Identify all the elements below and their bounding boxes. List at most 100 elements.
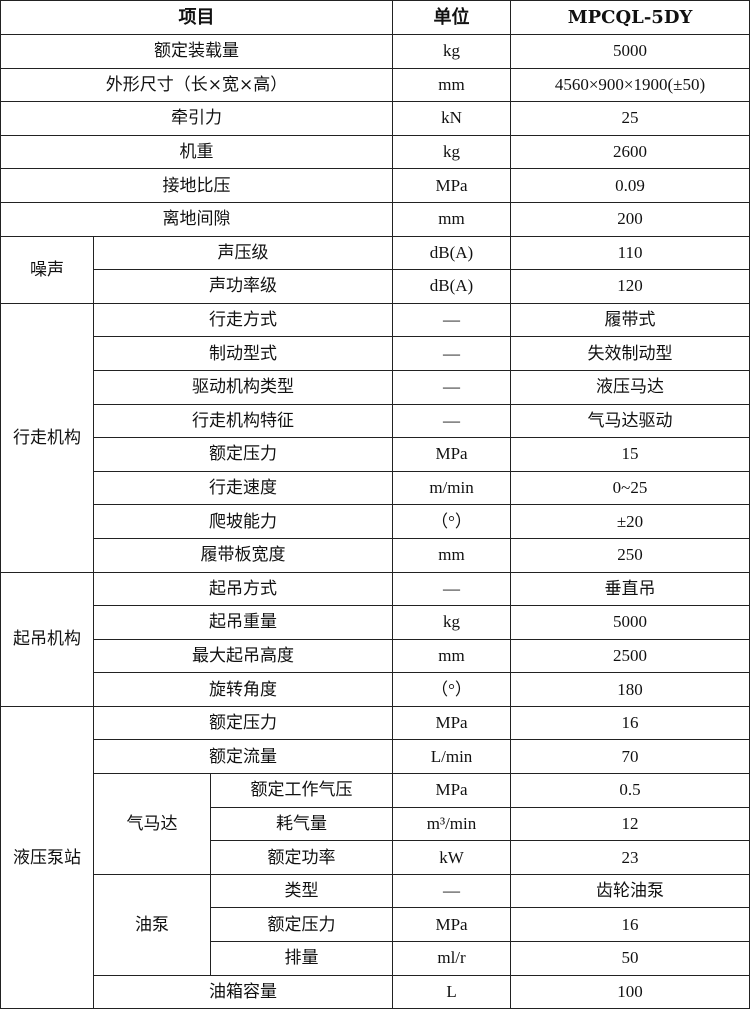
table-row: 额定流量 L/min 70	[1, 739, 750, 775]
item-name: 耗气量	[209, 806, 394, 842]
item-value: 液压马达	[510, 369, 750, 405]
item-unit: dB(A)	[392, 269, 512, 304]
table-row: 最大起吊高度 mm 2500	[1, 638, 750, 674]
item-value: 气马达驱动	[510, 403, 750, 439]
item-unit: ml/r	[392, 941, 512, 976]
table-row: 机重 kg 2600	[0, 134, 750, 170]
subgroup-label: 气马达	[93, 773, 211, 875]
item-value: 履带式	[510, 302, 750, 338]
item-name: 牵引力	[0, 101, 394, 136]
item-name: 接地比压	[0, 168, 394, 203]
table-row: 行走速度 m/min 0~25	[1, 470, 750, 506]
table-row: 声功率级 dB(A) 120	[1, 269, 750, 304]
group-label: 行走机构	[0, 302, 94, 573]
header-model: MPCQL-5DY	[510, 0, 750, 35]
table-row: 气马达 额定工作气压 MPa 0.5	[1, 773, 750, 875]
item-name: 额定压力	[209, 907, 394, 943]
item-name: 起吊重量	[92, 605, 394, 640]
item-unit: L/min	[392, 739, 512, 775]
item-unit: （°）	[392, 672, 512, 707]
item-value: 5000	[510, 605, 750, 640]
item-value: 25	[510, 101, 750, 136]
item-value: 50	[510, 941, 750, 976]
table-row: 起吊机构 起吊方式 — 垂直吊	[0, 571, 750, 707]
item-value: 4560×900×1900(±50)	[510, 67, 750, 103]
item-name: 驱动机构类型	[92, 369, 394, 405]
table-row: 排量 ml/r 50	[1, 941, 750, 976]
table-row: 油泵 类型 — 齿轮油泵	[1, 873, 750, 976]
item-unit: m/min	[392, 470, 512, 506]
item-value: 200	[510, 201, 750, 237]
item-value: 180	[510, 672, 750, 707]
header-item: 项目	[0, 0, 394, 35]
table-row: 外形尺寸（长×宽×高） mm 4560×900×1900(±50)	[0, 67, 750, 103]
item-unit: —	[392, 873, 512, 909]
table-row: 额定装载量 kg 5000	[0, 34, 750, 69]
item-unit: kW	[392, 840, 512, 875]
table-row: 行走机构特征 — 气马达驱动	[1, 403, 750, 439]
table-row: 行走机构 行走方式 — 履带式	[0, 302, 750, 573]
item-value: 0~25	[510, 470, 750, 506]
item-unit: L	[392, 974, 512, 1010]
item-value: 250	[510, 537, 750, 573]
group-label: 起吊机构	[0, 571, 94, 707]
table-row: 额定功率 kW 23	[1, 840, 750, 875]
table-row: 液压泵站 额定压力 MPa 16	[0, 705, 750, 1010]
item-value: 0.09	[510, 168, 750, 203]
item-unit: m³/min	[392, 806, 512, 842]
item-value: 5000	[510, 34, 750, 69]
item-unit: mm	[392, 537, 512, 573]
table-row: 制动型式 — 失效制动型	[1, 336, 750, 371]
item-value: 12	[510, 806, 750, 842]
item-unit: kN	[392, 101, 512, 136]
item-name: 行走速度	[92, 470, 394, 506]
item-value: 16	[510, 907, 750, 943]
item-value: 失效制动型	[510, 336, 750, 371]
group-label: 液压泵站	[0, 705, 94, 1010]
table-row: 爬坡能力 （°） ±20	[1, 504, 750, 539]
table-row: 旋转角度 （°） 180	[1, 672, 750, 707]
item-name: 爬坡能力	[92, 504, 394, 539]
item-name: 起吊方式	[92, 571, 394, 607]
item-unit: MPa	[392, 907, 512, 943]
table-row: 接地比压 MPa 0.09	[0, 168, 750, 203]
item-name: 旋转角度	[92, 672, 394, 707]
table-row: 额定压力 MPa 16	[1, 907, 750, 943]
item-value: 齿轮油泵	[510, 873, 750, 909]
item-name: 额定功率	[209, 840, 394, 875]
item-unit: —	[392, 369, 512, 405]
item-name: 外形尺寸（长×宽×高）	[0, 67, 394, 103]
item-value: ±20	[510, 504, 750, 539]
item-value: 0.5	[510, 773, 750, 808]
item-unit: （°）	[392, 504, 512, 539]
item-value: 110	[510, 235, 750, 271]
item-value: 16	[510, 705, 750, 741]
table-row: 离地间隙 mm 200	[0, 201, 750, 237]
item-name: 最大起吊高度	[92, 638, 394, 674]
table-row: 履带板宽度 mm 250	[1, 537, 750, 573]
header-row: 项目 单位 MPCQL-5DY	[0, 0, 750, 35]
item-unit: MPa	[392, 705, 512, 741]
item-unit: MPa	[392, 437, 512, 472]
item-unit: MPa	[392, 773, 512, 808]
item-unit: mm	[392, 638, 512, 674]
item-unit: kg	[392, 34, 512, 69]
item-name: 离地间隙	[0, 201, 394, 237]
item-value: 2600	[510, 134, 750, 170]
item-value: 2500	[510, 638, 750, 674]
item-name: 额定工作气压	[209, 773, 394, 808]
item-unit: —	[392, 302, 512, 338]
item-unit: kg	[392, 605, 512, 640]
item-name: 额定流量	[92, 739, 394, 775]
item-unit: MPa	[392, 168, 512, 203]
subgroup-label: 油泵	[93, 873, 211, 976]
item-name: 额定压力	[92, 437, 394, 472]
header-unit: 单位	[392, 0, 512, 35]
item-value: 垂直吊	[510, 571, 750, 607]
item-name: 履带板宽度	[92, 537, 394, 573]
table-row: 起吊重量 kg 5000	[1, 605, 750, 640]
item-unit: —	[392, 403, 512, 439]
item-value: 100	[510, 974, 750, 1010]
item-name: 行走方式	[92, 302, 394, 338]
